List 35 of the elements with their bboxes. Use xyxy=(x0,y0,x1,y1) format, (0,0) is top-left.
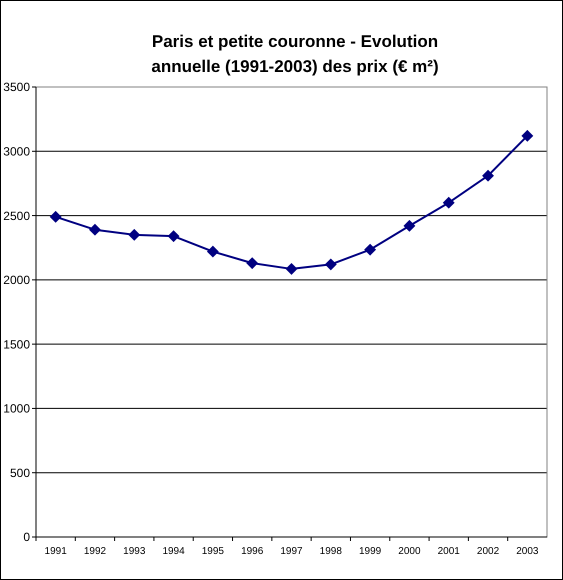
y-tick-label: 0 xyxy=(23,530,30,544)
y-tick-label: 3500 xyxy=(3,80,30,94)
point xyxy=(206,246,219,258)
x-tick-label: 1995 xyxy=(202,546,224,557)
x-tick-label: 2000 xyxy=(398,546,421,557)
point xyxy=(168,230,180,242)
x-tick-label: 1991 xyxy=(44,546,68,557)
y-tick-label: 2500 xyxy=(3,208,30,223)
point xyxy=(89,224,101,236)
y-tick-label: 2000 xyxy=(3,273,30,288)
x-tick-label: 1998 xyxy=(320,546,342,557)
point xyxy=(128,228,140,241)
x-tick-label: 1996 xyxy=(241,546,264,557)
x-tick-label: 1993 xyxy=(123,546,146,557)
y-tick-label: 3000 xyxy=(3,144,30,158)
point xyxy=(521,130,534,142)
point xyxy=(246,257,258,270)
point xyxy=(403,220,416,232)
point xyxy=(324,258,337,270)
point xyxy=(482,170,494,182)
point xyxy=(286,262,298,275)
x-tick-label: 2003 xyxy=(516,546,539,557)
y-tick-label: 1500 xyxy=(3,337,30,352)
x-tick-label: 1999 xyxy=(358,546,382,557)
x-tick-label: 1992 xyxy=(84,546,107,557)
point xyxy=(50,210,62,223)
x-tick-label: 2001 xyxy=(438,546,460,557)
point xyxy=(364,244,376,256)
point xyxy=(442,196,455,209)
x-tick-label: 1997 xyxy=(280,546,304,557)
y-tick-label: 500 xyxy=(10,466,30,480)
y-tick-label: 1000 xyxy=(3,402,30,416)
x-tick-label: 1994 xyxy=(162,546,186,557)
x-tick-label: 2002 xyxy=(476,546,500,557)
chart-title: Paris et petite couronne - Evolution annuelle (1991-2003) des prix (€ m²) xyxy=(151,32,439,76)
